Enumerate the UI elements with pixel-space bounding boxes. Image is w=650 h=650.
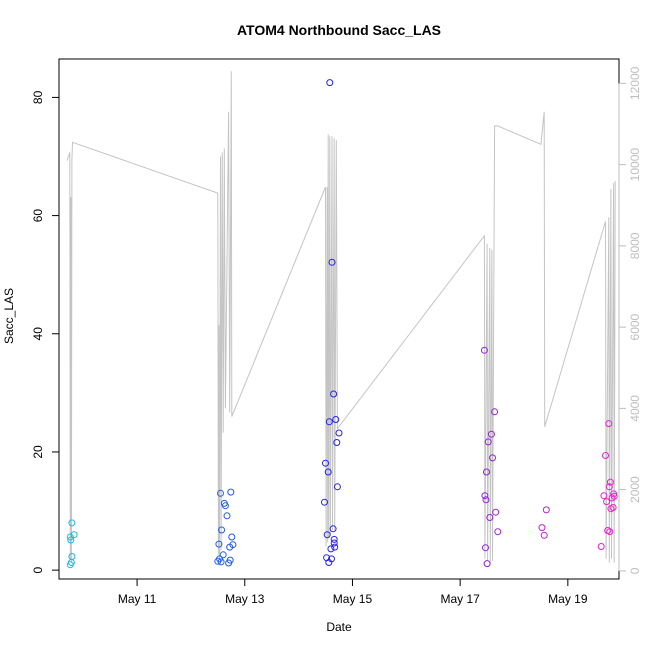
data-point (324, 468, 332, 476)
data-point (335, 429, 343, 437)
data-point (603, 498, 611, 506)
right-y-axis: 0 2000 4000 6000 8000 10000 12000 (618, 66, 642, 574)
data-point (606, 528, 614, 536)
data-point (214, 557, 222, 565)
x-tick-label: May 13 (225, 592, 265, 606)
data-point (482, 544, 489, 552)
data-point (329, 525, 337, 533)
data-point (66, 561, 74, 569)
data-point (602, 452, 609, 459)
data-point (484, 438, 492, 446)
data-point (322, 459, 329, 467)
data-point (70, 531, 78, 539)
data-point (221, 502, 229, 510)
data-point (600, 492, 608, 500)
line-series (66, 71, 616, 563)
data-point (229, 541, 237, 549)
data-point (228, 533, 236, 541)
data-point (217, 558, 225, 566)
data-point (333, 439, 341, 446)
data-point (605, 420, 613, 428)
right-y-tick-label: 0 (628, 567, 642, 574)
data-point (610, 492, 618, 500)
data-point (333, 483, 341, 491)
y-tick-label: 80 (31, 90, 45, 104)
right-y-tick-label: 4000 (628, 395, 642, 422)
x-tick-label: May 11 (118, 592, 157, 606)
data-point (609, 504, 617, 511)
y-tick-label: 0 (31, 566, 45, 573)
data-point (494, 528, 502, 536)
x-tick-label: May 15 (333, 592, 373, 606)
data-point (597, 543, 605, 550)
data-point (328, 555, 335, 563)
data-point (67, 536, 75, 544)
data-point (330, 539, 338, 547)
data-point (330, 535, 338, 543)
data-point (331, 543, 339, 551)
data-point (323, 531, 331, 539)
data-point (325, 418, 333, 426)
data-point (332, 416, 340, 423)
data-point (330, 390, 338, 398)
data-point (487, 430, 495, 438)
data-point (492, 508, 500, 516)
data-point (542, 506, 550, 514)
y-tick-label: 20 (31, 445, 45, 459)
data-point (215, 540, 223, 548)
data-point (219, 551, 227, 559)
data-point (227, 488, 235, 496)
data-point (491, 408, 499, 416)
scatter-points (66, 79, 618, 569)
data-point (489, 454, 496, 462)
right-y-tick-label: 12000 (628, 66, 642, 100)
data-point (218, 526, 226, 534)
x-axis-label: Date (326, 620, 352, 634)
data-point (483, 560, 491, 568)
data-point (608, 494, 616, 502)
y-axis: 0 20 40 60 80 (31, 90, 60, 573)
data-point (66, 533, 74, 541)
data-point (606, 478, 614, 486)
data-point (328, 258, 336, 266)
y-tick-label: 60 (31, 209, 45, 223)
right-y-tick-label: 6000 (628, 313, 642, 340)
data-point (605, 483, 613, 491)
data-point (482, 496, 490, 504)
x-axis: May 11 May 13 May 15 May 17 May 19 (118, 578, 588, 606)
data-point (540, 531, 548, 539)
data-point (217, 489, 224, 497)
right-y-tick-label: 8000 (628, 232, 642, 259)
right-axis-series-line (66, 71, 616, 563)
y-axis-label: Sacc_LAS (2, 288, 16, 344)
right-y-tick-label: 2000 (628, 476, 642, 503)
data-point (481, 492, 489, 500)
data-point (327, 545, 335, 553)
right-y-tick-label: 10000 (628, 148, 642, 182)
data-point (226, 556, 234, 564)
data-point (68, 519, 76, 527)
y-tick-label: 40 (31, 327, 45, 341)
plot-area-frame (58, 58, 620, 580)
chart-title: ATOM4 Northbound Sacc_LAS (237, 22, 441, 38)
x-tick-label: May 19 (548, 592, 588, 606)
x-tick-label: May 17 (440, 592, 480, 606)
data-point (538, 524, 546, 532)
data-point (223, 512, 231, 520)
data-point (486, 514, 494, 521)
data-point (321, 498, 328, 506)
data-point (483, 468, 490, 476)
data-point (480, 346, 488, 354)
data-point (326, 79, 334, 87)
